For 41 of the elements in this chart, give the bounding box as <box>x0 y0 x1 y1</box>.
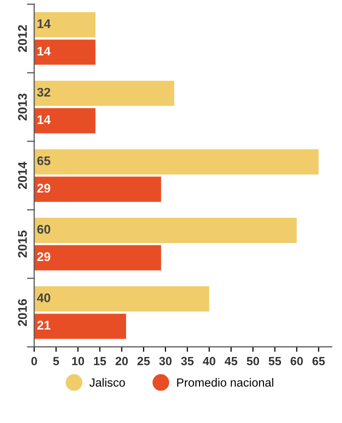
data-label: 21 <box>37 320 50 330</box>
y-tick-label: 2016 <box>18 299 27 326</box>
legend-label: Promedio nacional <box>177 378 274 387</box>
bar <box>34 176 162 202</box>
x-tick-label: 60 <box>290 356 303 366</box>
data-label: 14 <box>38 46 51 56</box>
y-tick-label: 2014 <box>18 162 27 190</box>
data-label: 32 <box>37 88 50 97</box>
bar <box>34 80 174 106</box>
y-tick-label: 2013 <box>18 94 27 120</box>
bar <box>34 286 210 312</box>
x-tick-label: 35 <box>181 356 194 366</box>
data-label: 40 <box>37 293 50 302</box>
bar <box>34 40 96 65</box>
data-label: 65 <box>37 156 50 166</box>
bar <box>34 314 126 339</box>
x-tick-label: 30 <box>159 356 172 366</box>
x-tick-label: 5 <box>53 357 60 366</box>
x-tick-label: 65 <box>312 356 325 366</box>
data-label: 60 <box>37 224 50 234</box>
x-tick-label: 40 <box>202 356 216 366</box>
y-tick-label: 2015 <box>18 230 27 258</box>
x-tick-label: 0 <box>31 356 37 366</box>
data-label: 14 <box>38 19 51 28</box>
bar <box>34 12 96 38</box>
x-tick-label: 55 <box>268 357 282 366</box>
x-tick-label: 15 <box>94 357 106 366</box>
bar <box>34 245 162 270</box>
x-tick-label: 10 <box>72 356 84 366</box>
legend-label: Jalisco <box>90 378 125 387</box>
bar <box>34 149 319 174</box>
x-tick-label: 50 <box>246 356 260 366</box>
x-tick-label: 45 <box>224 357 238 366</box>
data-label: 29 <box>37 184 50 193</box>
x-tick-label: 25 <box>137 356 150 366</box>
data-label: 14 <box>38 115 51 124</box>
y-tick-label: 2012 <box>18 25 27 52</box>
x-tick-label: 20 <box>116 356 128 366</box>
bar <box>34 218 297 243</box>
data-label: 29 <box>37 252 50 262</box>
bar <box>34 108 96 134</box>
